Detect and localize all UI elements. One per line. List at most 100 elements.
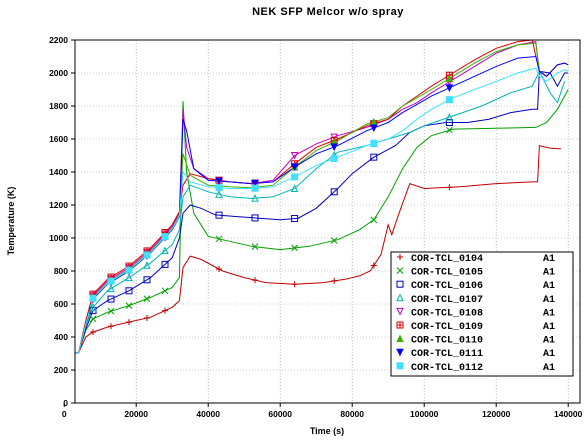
- legend-tag: A1: [543, 363, 555, 374]
- plot-markers: [89, 71, 454, 336]
- legend-marker: [396, 293, 404, 302]
- y-tick-label: 2000: [49, 68, 68, 78]
- legend-label: COR-TCL_0109: [411, 322, 483, 333]
- legend-tag: A1: [543, 295, 555, 306]
- data-point-marker: [369, 124, 378, 133]
- data-point-marker: [161, 260, 169, 268]
- legend-marker: [396, 280, 404, 288]
- y-axis-label: Temperature (K): [6, 187, 16, 256]
- legend-marker: [396, 334, 404, 343]
- data-point-marker: [107, 295, 115, 303]
- data-point-marker: [370, 153, 378, 161]
- legend-label: COR-TCL_0104: [411, 254, 483, 265]
- data-point-marker: [125, 287, 133, 295]
- y-tick-label: 600: [54, 299, 68, 309]
- data-point-marker: [330, 237, 338, 244]
- y-tick-label: 800: [54, 266, 68, 276]
- series-line-COR-TCL_0111: [74, 55, 569, 354]
- data-point-marker: [161, 246, 169, 255]
- data-point-marker: [89, 294, 97, 302]
- legend-label: COR-TCL_0112: [411, 363, 483, 374]
- legend-marker: [396, 348, 404, 357]
- plot-frame: [74, 39, 581, 404]
- data-point-marker: [445, 84, 454, 92]
- y-tick-label: 200: [54, 365, 68, 375]
- data-point-marker: [161, 287, 169, 295]
- data-point-marker: [330, 155, 338, 163]
- data-point-marker: [108, 323, 114, 330]
- series-line-COR-TCL_0106: [74, 70, 569, 354]
- legend-tag: A1: [543, 336, 555, 347]
- legend-marker: [396, 362, 404, 370]
- legend-label: COR-TCL_0110: [411, 336, 483, 347]
- data-point-marker: [143, 276, 151, 284]
- data-point-marker: [216, 266, 222, 273]
- y-tick-label: 1400: [49, 167, 68, 177]
- legend-label: COR-TCL_0107: [411, 295, 483, 306]
- series-line-COR-TCL_0108: [74, 41, 569, 354]
- data-point-marker: [370, 262, 377, 269]
- y-tick-label: 2200: [49, 35, 68, 45]
- data-point-marker: [126, 319, 132, 326]
- data-point-marker: [291, 215, 299, 223]
- x-tick-label: 100000: [410, 409, 439, 419]
- legend-tag: A1: [543, 349, 555, 360]
- data-point-marker: [445, 96, 453, 104]
- x-axis-label: Time (s): [310, 426, 344, 436]
- y-tick-label: 1800: [49, 101, 68, 111]
- data-point-marker: [125, 266, 133, 274]
- data-point-marker: [215, 177, 223, 186]
- legend-label: COR-TCL_0105: [411, 268, 483, 279]
- data-point-marker: [107, 307, 115, 315]
- legend-box: [390, 251, 574, 377]
- series-line-COR-TCL_0107: [74, 70, 566, 354]
- x-tick-label: 80000: [340, 409, 364, 419]
- data-point-marker: [215, 211, 223, 219]
- legend-label: COR-TCL_0106: [411, 281, 483, 292]
- data-point-marker: [107, 284, 115, 293]
- x-tick-label: 140000: [554, 409, 583, 419]
- legend-tag: A1: [543, 254, 555, 265]
- data-point-marker: [331, 277, 338, 284]
- data-point-marker: [143, 251, 151, 259]
- data-point-marker: [291, 244, 298, 252]
- x-tick-label: 120000: [482, 409, 511, 419]
- legend-tag: A1: [543, 268, 555, 279]
- data-point-marker: [370, 216, 378, 224]
- data-point-marker: [445, 119, 453, 126]
- legend: COR-TCL_0104 A1 COR-TCL_0105 A1 COR-TCL_0106…: [390, 251, 574, 377]
- data-point-marker: [162, 307, 168, 314]
- data-point-marker: [251, 179, 259, 188]
- x-tick-label: 40000: [196, 409, 220, 419]
- legend-tag: A1: [543, 308, 555, 319]
- data-point-marker: [144, 315, 150, 322]
- data-point-marker: [143, 261, 151, 269]
- data-point-marker: [125, 273, 133, 282]
- series-line-COR-TCL_0104: [74, 144, 562, 354]
- data-point-marker: [290, 184, 299, 192]
- data-point-marker: [89, 315, 97, 323]
- y-tick-label: 1000: [49, 233, 68, 243]
- legend-tag: A1: [543, 281, 555, 292]
- data-point-marker: [215, 235, 223, 243]
- data-point-marker: [291, 281, 298, 288]
- y-tick-label: 1600: [49, 134, 68, 144]
- data-point-marker: [251, 214, 259, 222]
- y-axis-ticks: 0 200 400 600 800 1000 1200 1400 1600 1800 2000 220…: [49, 35, 75, 408]
- chart-title: NEK SFP Melcor w/o spray: [252, 6, 404, 18]
- x-tick-label: 0: [62, 409, 67, 419]
- data-point-marker: [290, 163, 299, 172]
- series-line-COR-TCL_0109: [74, 39, 569, 354]
- legend-marker: [396, 321, 404, 329]
- data-point-marker: [291, 173, 299, 181]
- data-point-marker: [215, 184, 223, 192]
- data-point-marker: [330, 143, 339, 152]
- data-point-marker: [251, 184, 259, 192]
- data-point-marker: [215, 190, 223, 198]
- data-point-marker: [161, 233, 169, 241]
- y-tick-label: 400: [54, 332, 68, 342]
- data-point-marker: [89, 303, 97, 311]
- data-point-marker: [370, 139, 378, 147]
- series-line-COR-TCL_0110: [74, 42, 569, 354]
- series-line-COR-TCL_0112: [74, 67, 569, 354]
